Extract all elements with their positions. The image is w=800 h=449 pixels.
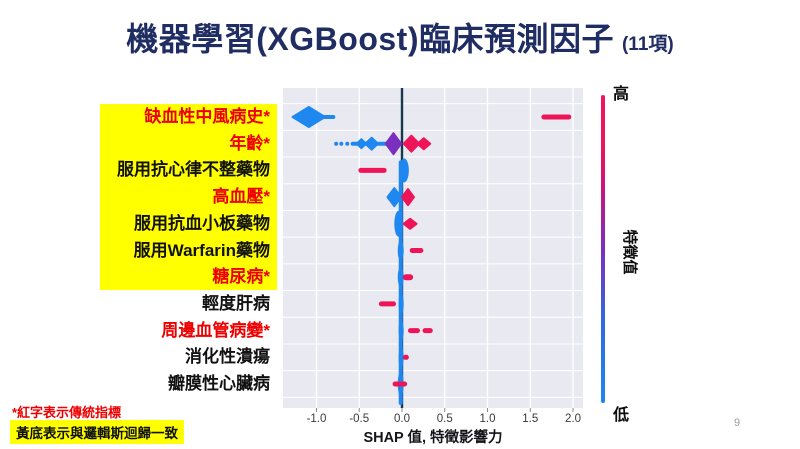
beeswarm-cluster <box>398 347 404 368</box>
beeswarm-cluster <box>402 217 418 230</box>
beeswarm-cluster <box>364 136 380 151</box>
page-title-text: 機器學習(XGBoost)臨床預測因子 <box>126 21 614 57</box>
beeswarm-cluster <box>407 328 420 334</box>
x-tick-label: 2.0 <box>565 413 581 425</box>
beeswarm-cluster <box>398 292 404 315</box>
x-axis-label: SHAP 值, 特徵影響力 <box>363 430 503 446</box>
feature-label: 糖尿病* <box>212 267 270 287</box>
feature-label: 服用Warfarin藥物 <box>133 240 270 260</box>
beeswarm-dot <box>345 141 350 146</box>
feature-row-points <box>398 347 409 368</box>
colorbar-high-label: 高 <box>613 86 630 103</box>
x-tick-label: 0.0 <box>394 413 410 425</box>
feature-row-points <box>394 210 418 237</box>
feature-row-points <box>334 132 432 156</box>
feature-row-points <box>397 267 414 288</box>
x-tick-label: 1.5 <box>522 413 539 425</box>
plot-background <box>283 88 583 408</box>
beeswarm-cluster <box>397 240 404 261</box>
beeswarm-cluster <box>401 188 415 207</box>
x-tick-label: -1.0 <box>306 413 327 425</box>
feature-row-points <box>358 158 409 183</box>
footnote-traditional-indicator: *紅字表示傳統指標 <box>12 405 122 420</box>
beeswarm-cluster <box>398 320 404 341</box>
colorbar-low-label: 低 <box>613 407 630 424</box>
feature-value-colorbar <box>601 95 605 403</box>
beeswarm-dot <box>334 141 339 146</box>
beeswarm-cluster <box>402 274 414 281</box>
beeswarm-cluster <box>541 114 572 120</box>
page-title: 機器學習(XGBoost)臨床預測因子 (11項) <box>0 14 800 60</box>
yellow-highlight-block <box>100 104 277 291</box>
beeswarm-dot <box>339 141 344 146</box>
beeswarm-cluster <box>394 210 403 237</box>
beeswarm-cluster <box>378 301 397 307</box>
feature-row-points <box>392 372 408 396</box>
feature-row-points <box>291 106 572 128</box>
feature-row-points <box>378 292 404 315</box>
x-tick-label: 0.5 <box>436 413 453 425</box>
beeswarm-cluster <box>422 328 433 334</box>
feature-label: 服用抗血小板藥物 <box>134 213 270 233</box>
feature-label: 消化性潰瘍 <box>185 347 270 367</box>
feature-label: 服用抗心律不整藥物 <box>117 160 270 180</box>
feature-label: 缺血性中風病史* <box>144 107 270 126</box>
beeswarm-cluster <box>416 137 432 151</box>
feature-row-points <box>398 320 433 341</box>
x-tick-label: -0.5 <box>349 413 370 425</box>
page-title-count: (11項) <box>621 34 674 55</box>
beeswarm-cluster <box>314 115 336 119</box>
beeswarm-cluster <box>409 248 424 253</box>
page-number: 9 <box>733 417 741 429</box>
beeswarm-cluster <box>397 267 404 288</box>
beeswarm-cluster <box>399 158 409 183</box>
x-tick-label: 1.0 <box>479 413 496 425</box>
feature-label: 輕度肝病 <box>202 293 270 313</box>
beeswarm-cluster <box>384 132 403 156</box>
beeswarm-cluster <box>392 381 408 387</box>
feature-label: 瓣膜性心臟病 <box>168 374 270 393</box>
beeswarm-cluster <box>358 167 387 173</box>
feature-label: 年齡* <box>229 133 270 153</box>
feature-row-points <box>386 187 415 208</box>
footnote-logistic-agreement: 黃底表示與邏輯斯迴歸一致 <box>10 420 184 444</box>
colorbar-title: 特徵值 <box>621 229 638 275</box>
feature-label: 高血壓* <box>212 187 270 207</box>
feature-row-points <box>397 240 424 261</box>
feature-label: 周邊血管病變* <box>161 320 270 340</box>
beeswarm-cluster <box>402 354 409 360</box>
